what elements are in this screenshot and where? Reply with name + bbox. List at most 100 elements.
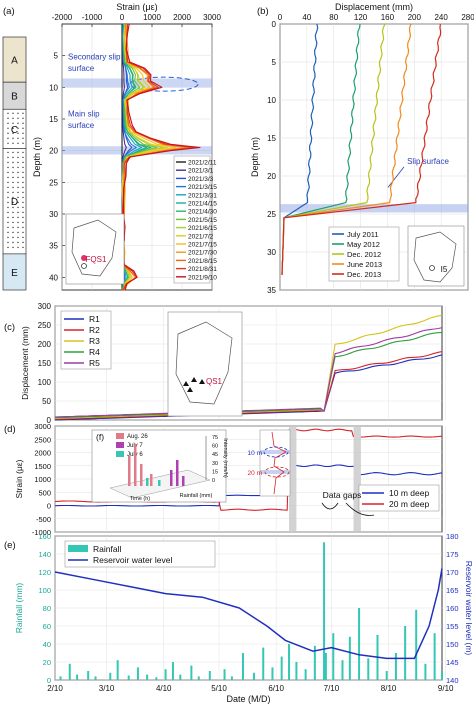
fbg-strain-legend <box>358 484 440 512</box>
date-tick-label: 7/10 <box>324 684 340 693</box>
displacement-profile-y-tick-label: 0 <box>272 20 277 29</box>
displacement-profile-y-tick-label: 10 <box>267 96 276 105</box>
inset-monitor-point <box>81 263 87 269</box>
displacement-profile-y-tick-label: 20 <box>267 172 276 181</box>
data-gaps-bracket <box>321 502 339 510</box>
column-dot <box>22 127 24 129</box>
column-dot <box>12 166 14 169</box>
legend-entry: R5 <box>89 358 100 368</box>
legend-entry: R4 <box>89 347 100 357</box>
displacement-profile-x-tick-label: 280 <box>461 13 474 22</box>
column-dot <box>12 142 14 144</box>
column-dot <box>7 181 9 184</box>
legend-entry: 2021/3/31 <box>188 192 217 199</box>
column-dot <box>17 181 19 184</box>
rainfall-bar <box>304 669 307 680</box>
column-dot <box>22 236 24 239</box>
rainfall-bar <box>87 671 90 680</box>
data-gap-band <box>289 426 297 532</box>
rainfall-y-tick-label: 80 <box>43 604 51 613</box>
legend-swatch <box>68 545 88 552</box>
rainfall-bar <box>404 626 407 680</box>
rainfall-bar <box>241 653 244 680</box>
inset-monitor-point <box>187 387 193 392</box>
fbg-strain-series-line <box>360 435 443 438</box>
column-dot <box>22 112 24 114</box>
surface-displacement-y-tick-label: 250 <box>38 321 52 330</box>
column-dot <box>12 241 14 244</box>
fbg-strain-y-tick-label: 0 <box>47 502 51 511</box>
rainfall-bar <box>59 676 62 680</box>
column-dot <box>17 142 19 144</box>
secondary-slip-annotation: Secondary slip <box>68 52 121 61</box>
column-dot <box>17 176 19 179</box>
column-dot <box>22 246 24 249</box>
fbg-strain-y-tick-label: 1500 <box>34 462 51 471</box>
column-dot <box>22 211 24 214</box>
strain-profile-y-tick-label: 25 <box>49 178 58 187</box>
date-tick-label: 6/10 <box>268 684 284 693</box>
legend-entry: 2021/8/15 <box>188 258 217 265</box>
column-dot <box>7 176 9 179</box>
rainfall-bar <box>164 669 167 680</box>
column-layer <box>2 253 27 291</box>
legend-entry: July 2011 <box>347 230 379 239</box>
inset-3d-bar <box>182 476 185 486</box>
fbg-strain-y-tick-label: 3000 <box>34 422 51 431</box>
legend-entry: 2021/3/3 <box>188 176 214 183</box>
legend-entry: 2021/7/15 <box>188 242 217 249</box>
rainfall-bar <box>424 663 427 680</box>
column-dot <box>17 191 19 194</box>
legend-entry: 2021/3/15 <box>188 184 217 191</box>
column-dot <box>12 132 14 134</box>
displacement-profile-x-tick-label: 120 <box>354 13 368 22</box>
rainfall-bar <box>358 608 361 680</box>
legend-entry: 2021/3/1 <box>188 168 214 175</box>
date-tick-label: 9/10 <box>438 684 454 693</box>
column-dot <box>22 132 24 134</box>
legend-entry: Dec. 2012 <box>347 250 381 259</box>
surface-displacement-legend <box>60 310 112 370</box>
reservoir-y-tick-label: 145 <box>446 658 459 667</box>
inset-monitor-point <box>199 379 205 384</box>
column-dot <box>22 161 24 164</box>
displacement-profile-series-line <box>281 23 442 275</box>
strain-profile-x-tick-label: 2000 <box>173 13 191 22</box>
strain-profile-y-tick-label: 5 <box>54 52 59 61</box>
rainfall-y-tick-label: 0 <box>47 676 51 685</box>
surface-displacement-y-tick-label: 200 <box>38 340 52 349</box>
column-dot <box>22 191 24 194</box>
rainfall-bar <box>332 633 335 680</box>
column-dot <box>22 156 24 159</box>
rainfall-bar <box>208 671 211 680</box>
reservoir-y-tick-label: 140 <box>446 676 459 685</box>
inset-monitor-point <box>429 265 435 271</box>
column-dot <box>22 142 24 144</box>
column-dot <box>12 176 14 179</box>
data-gaps-annotation: Data gaps <box>323 490 362 500</box>
column-dot <box>17 226 19 229</box>
column-dot <box>22 176 24 179</box>
surface-displacement-y-tick-label: 300 <box>38 302 52 311</box>
reservoir-level-line <box>54 568 443 660</box>
column-dot <box>7 132 9 134</box>
reservoir-y-label: Reservoir water level (m) <box>464 561 474 656</box>
legend-swatch <box>116 433 124 439</box>
column-dot <box>22 201 24 204</box>
column-dot <box>22 137 24 139</box>
column-dot <box>12 186 14 189</box>
surface-displacement-y-tick-label: 0 <box>47 416 52 425</box>
strain-profile-x-tick-label: 1000 <box>143 13 161 22</box>
panel-label-f: (f) <box>96 432 104 442</box>
inset-map <box>167 311 243 417</box>
legend-entry: 2021/2/11 <box>188 160 217 167</box>
column-dot <box>7 246 9 249</box>
column-dot <box>17 186 19 189</box>
inset-3d-bar <box>170 470 173 486</box>
column-dot <box>7 231 9 234</box>
main-slip-band <box>62 146 212 155</box>
inset-axis-tick-label: 60 <box>212 444 218 450</box>
rainfall-bar <box>94 676 97 680</box>
rainfall-y-tick-label: 100 <box>38 586 51 595</box>
